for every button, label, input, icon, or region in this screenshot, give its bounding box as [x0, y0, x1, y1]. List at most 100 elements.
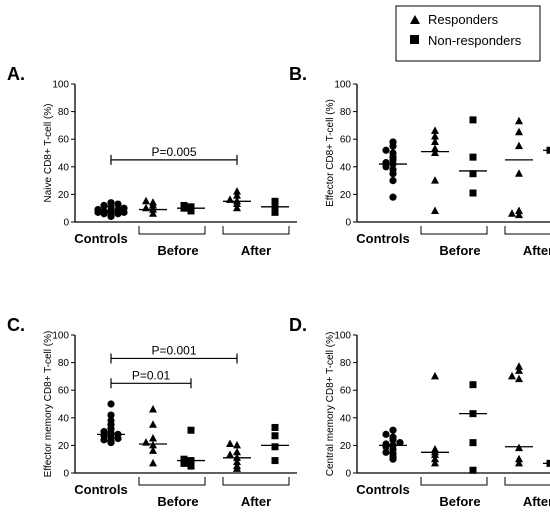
data-point-triangle: [149, 458, 157, 467]
data-point-triangle: [431, 445, 439, 453]
legend-square-marker: [410, 35, 419, 44]
data-point-triangle: [233, 440, 241, 449]
x-group-label: Before: [157, 494, 198, 509]
y-tick-label: 100: [334, 80, 351, 91]
data-point-circle: [382, 430, 390, 438]
significance-bracket: [110, 353, 238, 364]
y-tick-label: 100: [52, 331, 69, 342]
data-point-triangle: [431, 371, 439, 380]
data-point-triangle: [431, 176, 439, 184]
y-axis-label: Effector memory CD8+ T-cell (%): [43, 331, 54, 478]
data-point-circle: [120, 204, 128, 212]
y-tick-label: 40: [340, 413, 352, 424]
p-value-label: P=0.005: [151, 145, 196, 159]
data-point-triangle: [149, 446, 157, 454]
p-value-label: P=0.01: [132, 368, 171, 382]
data-point-square: [187, 203, 195, 211]
data-point-circle: [389, 138, 397, 146]
data-point-circle: [94, 205, 102, 214]
data-point-triangle: [515, 169, 523, 177]
data-point-circle: [389, 177, 397, 185]
significance-bracket: [110, 154, 238, 165]
x-group-label: Before: [157, 243, 198, 258]
data-point-square: [271, 432, 279, 440]
data-point-circle: [396, 439, 404, 447]
data-point-triangle: [508, 209, 516, 217]
data-point-square: [187, 207, 195, 215]
data-point-circle: [382, 448, 390, 456]
data-point-triangle: [226, 450, 234, 459]
group-bracket: [420, 477, 488, 486]
y-axis-label: Central memory CD8+ T-cell (%): [325, 332, 336, 477]
data-point-square: [469, 439, 477, 447]
y-tick-label: 40: [340, 162, 352, 173]
panel-3: C. Effector memory CD8+ T-cell (%) 0 20 40 60…: [7, 315, 297, 509]
y-tick-label: 0: [63, 469, 69, 480]
legend-label-responders: Responders: [428, 12, 499, 27]
group-bracket: [420, 226, 488, 235]
panel-label: B.: [289, 64, 307, 84]
data-point-triangle: [431, 137, 439, 145]
data-point-triangle: [431, 458, 439, 467]
x-group-label: After: [523, 243, 550, 258]
data-point-square: [469, 381, 477, 389]
data-point-triangle: [515, 366, 523, 374]
data-point-circle: [100, 201, 108, 210]
data-point-square: [469, 153, 477, 161]
data-point-triangle: [233, 447, 241, 456]
significance-bracket: [110, 378, 192, 389]
x-group-label: After: [241, 243, 271, 258]
y-tick-label: 60: [58, 386, 70, 397]
data-point-circle: [382, 440, 390, 448]
data-point-circle: [114, 205, 122, 214]
data-point-square: [469, 170, 477, 178]
legend-box: [395, 5, 541, 62]
data-point-triangle: [515, 127, 523, 136]
data-point-triangle: [515, 374, 523, 383]
data-point-circle: [107, 199, 115, 207]
x-group-label: Controls: [74, 482, 127, 497]
y-tick-label: 0: [63, 218, 69, 229]
y-tick-label: 80: [58, 358, 70, 369]
group-bracket: [222, 226, 290, 235]
data-point-triangle: [515, 116, 523, 125]
panel-label: D.: [289, 315, 307, 335]
data-point-triangle: [149, 420, 157, 428]
data-point-triangle: [515, 454, 523, 463]
data-point-triangle: [233, 191, 241, 199]
data-point-triangle: [149, 209, 157, 217]
data-point-square: [187, 462, 195, 470]
y-tick-label: 100: [52, 80, 69, 91]
data-point-triangle: [515, 206, 523, 214]
x-group-label: Before: [439, 494, 480, 509]
data-point-triangle: [149, 434, 157, 442]
x-group-label: After: [523, 494, 550, 509]
data-point-square: [180, 459, 188, 467]
data-point-square: [187, 426, 195, 434]
data-point-triangle: [431, 126, 439, 134]
data-point-triangle: [233, 453, 241, 461]
data-point-triangle: [233, 461, 241, 470]
data-point-triangle: [515, 458, 523, 467]
data-point-square: [180, 455, 188, 463]
data-point-circle: [114, 200, 122, 208]
y-tick-label: 80: [340, 107, 352, 118]
data-point-triangle: [508, 371, 516, 380]
y-tick-label: 20: [58, 441, 70, 452]
data-point-triangle: [233, 196, 241, 205]
data-point-circle: [107, 400, 115, 408]
y-tick-label: 80: [340, 358, 352, 369]
x-group-label: Controls: [356, 482, 409, 497]
y-tick-label: 60: [340, 386, 352, 397]
data-point-triangle: [515, 141, 523, 150]
y-tick-label: 20: [340, 441, 352, 452]
data-point-triangle: [515, 362, 523, 370]
y-tick-label: 20: [58, 190, 70, 201]
y-tick-label: 0: [345, 469, 351, 480]
data-point-square: [271, 201, 279, 209]
x-group-label: Controls: [356, 231, 409, 246]
y-tick-label: 100: [334, 331, 351, 342]
data-point-square: [469, 466, 477, 474]
data-point-triangle: [233, 187, 241, 195]
